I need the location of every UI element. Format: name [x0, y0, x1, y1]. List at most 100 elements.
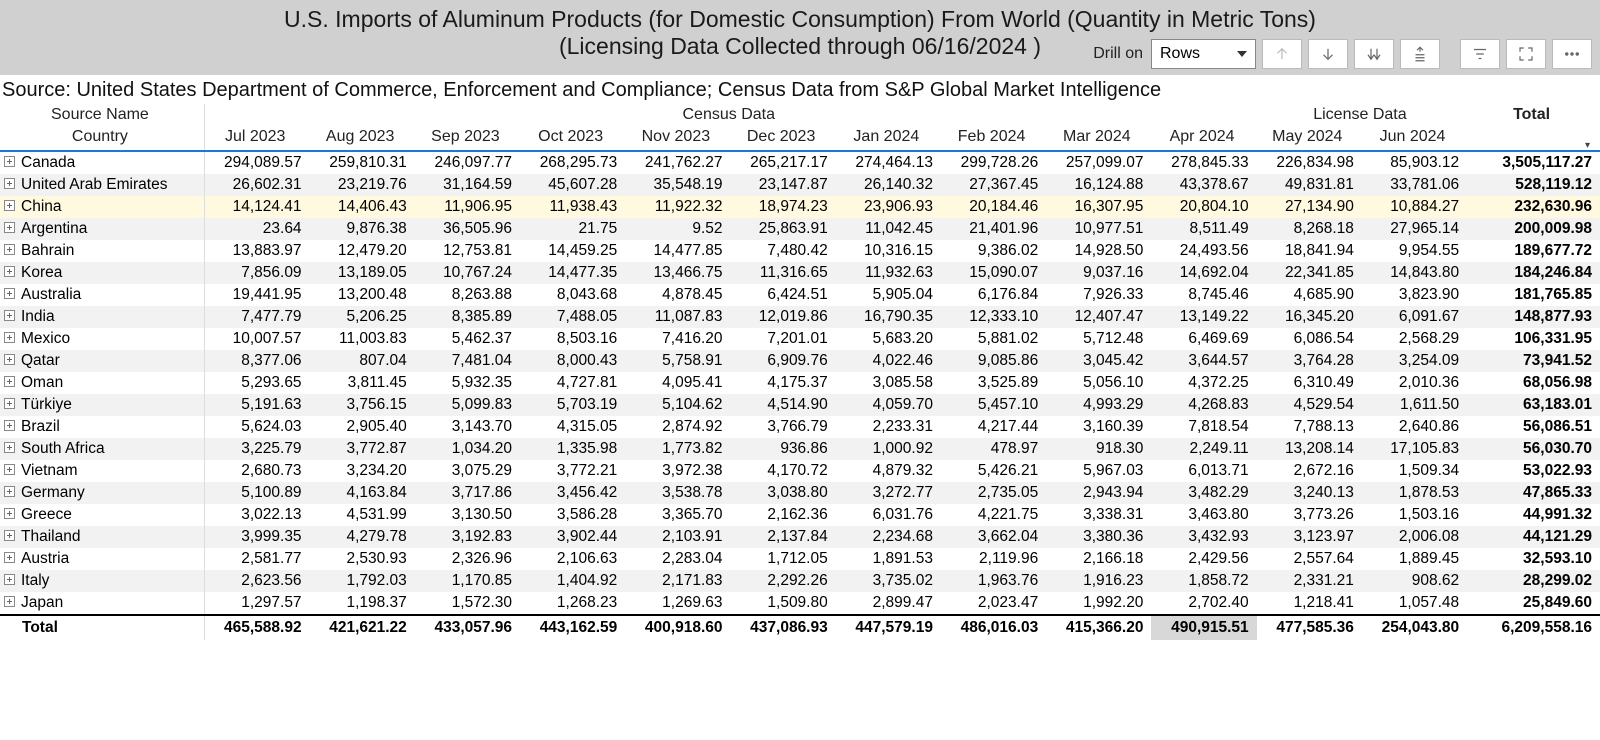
table-row[interactable]: Japan1,297.571,198.371,572.301,268.231,2… [0, 592, 1600, 615]
value-cell: 2,010.36 [1362, 372, 1467, 394]
country-cell[interactable]: Oman [0, 372, 204, 394]
expand-icon[interactable] [4, 332, 15, 343]
value-cell: 6,086.54 [1257, 328, 1362, 350]
header-month[interactable]: Mar 2024 [1046, 126, 1151, 151]
value-cell: 2,672.16 [1257, 460, 1362, 482]
expand-icon[interactable] [4, 288, 15, 299]
table-row[interactable]: Australia19,441.9513,200.488,263.888,043… [0, 284, 1600, 306]
country-cell[interactable]: India [0, 306, 204, 328]
drill-label: Drill on [1093, 45, 1143, 63]
expand-icon[interactable] [4, 178, 15, 189]
value-cell: 45,607.28 [520, 174, 625, 196]
header-month[interactable]: Apr 2024 [1151, 126, 1256, 151]
expand-icon[interactable] [4, 508, 15, 519]
table-row[interactable]: Italy2,623.561,792.031,170.851,404.922,1… [0, 570, 1600, 592]
expand-icon[interactable] [4, 486, 15, 497]
country-cell[interactable]: Türkiye [0, 394, 204, 416]
expand-icon[interactable] [4, 156, 15, 167]
header-month[interactable]: Aug 2023 [310, 126, 415, 151]
table-row[interactable]: Qatar8,377.06807.047,481.048,000.435,758… [0, 350, 1600, 372]
country-label: Thailand [21, 528, 80, 545]
expand-icon[interactable] [4, 552, 15, 563]
value-cell: 10,007.57 [204, 328, 309, 350]
expand-icon[interactable] [4, 398, 15, 409]
header-month[interactable]: Dec 2023 [731, 126, 836, 151]
table-row[interactable]: Brazil5,624.032,905.403,143.704,315.052,… [0, 416, 1600, 438]
expand-icon[interactable] [4, 222, 15, 233]
expand-icon[interactable] [4, 310, 15, 321]
expand-icon[interactable] [4, 442, 15, 453]
expand-next-level-button[interactable] [1354, 39, 1394, 69]
drill-up-button[interactable] [1262, 39, 1302, 69]
header-month[interactable]: Feb 2024 [941, 126, 1046, 151]
filter-button[interactable] [1460, 39, 1500, 69]
table-row[interactable]: Mexico10,007.5711,003.835,462.378,503.16… [0, 328, 1600, 350]
totals-value-cell: 465,588.92 [204, 615, 309, 640]
table-row[interactable]: Canada294,089.57259,810.31246,097.77268,… [0, 151, 1600, 174]
drill-select[interactable]: Rows [1151, 39, 1256, 69]
expand-icon[interactable] [4, 376, 15, 387]
value-cell: 5,683.20 [836, 328, 941, 350]
header-month[interactable]: Jun 2024 [1362, 126, 1467, 151]
expand-icon[interactable] [4, 596, 15, 607]
country-cell[interactable]: Mexico [0, 328, 204, 350]
table-row[interactable]: Vietnam2,680.733,234.203,075.293,772.213… [0, 460, 1600, 482]
header-month[interactable]: May 2024 [1257, 126, 1362, 151]
value-cell: 23.64 [204, 218, 309, 240]
expand-all-button[interactable] [1400, 39, 1440, 69]
header-month[interactable]: Jan 2024 [836, 126, 941, 151]
expand-icon[interactable] [4, 266, 15, 277]
country-cell[interactable]: Australia [0, 284, 204, 306]
country-cell[interactable]: Austria [0, 548, 204, 570]
expand-icon[interactable] [4, 574, 15, 585]
country-cell[interactable]: Japan [0, 592, 204, 615]
country-cell[interactable]: United Arab Emirates [0, 174, 204, 196]
table-row[interactable]: Korea7,856.0913,189.0510,767.2414,477.35… [0, 262, 1600, 284]
country-cell[interactable]: Greece [0, 504, 204, 526]
table-row[interactable]: Argentina23.649,876.3836,505.9621.759.52… [0, 218, 1600, 240]
header-month[interactable]: Nov 2023 [625, 126, 730, 151]
header-month[interactable]: Oct 2023 [520, 126, 625, 151]
country-cell[interactable]: Qatar [0, 350, 204, 372]
header-total[interactable]: Total [1467, 104, 1600, 126]
header-total-col[interactable] [1467, 126, 1600, 151]
row-total-cell: 25,849.60 [1467, 592, 1600, 615]
table-row[interactable]: India7,477.795,206.258,385.897,488.0511,… [0, 306, 1600, 328]
value-cell: 3,525.89 [941, 372, 1046, 394]
table-row[interactable]: Türkiye5,191.633,756.155,099.835,703.195… [0, 394, 1600, 416]
country-cell[interactable]: Brazil [0, 416, 204, 438]
table-row[interactable]: Germany5,100.894,163.843,717.863,456.423… [0, 482, 1600, 504]
value-cell: 7,477.79 [204, 306, 309, 328]
expand-icon[interactable] [4, 200, 15, 211]
totals-value-cell: 447,579.19 [836, 615, 941, 640]
table-row[interactable]: United Arab Emirates26,602.3123,219.7631… [0, 174, 1600, 196]
table-row[interactable]: Greece3,022.134,531.993,130.503,586.283,… [0, 504, 1600, 526]
table-row[interactable]: Oman5,293.653,811.455,932.354,727.814,09… [0, 372, 1600, 394]
table-row[interactable]: China14,124.4114,406.4311,906.9511,938.4… [0, 196, 1600, 218]
country-cell[interactable]: China [0, 196, 204, 218]
focus-mode-button[interactable] [1506, 39, 1546, 69]
country-cell[interactable]: Korea [0, 262, 204, 284]
country-cell[interactable]: Canada [0, 151, 204, 174]
value-cell: 2,171.83 [625, 570, 730, 592]
country-cell[interactable]: Argentina [0, 218, 204, 240]
country-cell[interactable]: Vietnam [0, 460, 204, 482]
country-cell[interactable]: Italy [0, 570, 204, 592]
header-month[interactable]: Sep 2023 [415, 126, 520, 151]
expand-icon[interactable] [4, 420, 15, 431]
table-row[interactable]: Bahrain13,883.9712,479.2012,753.8114,459… [0, 240, 1600, 262]
expand-icon[interactable] [4, 244, 15, 255]
table-row[interactable]: Thailand3,999.354,279.783,192.833,902.44… [0, 526, 1600, 548]
country-cell[interactable]: Germany [0, 482, 204, 504]
drill-down-button[interactable] [1308, 39, 1348, 69]
country-cell[interactable]: Bahrain [0, 240, 204, 262]
country-cell[interactable]: Thailand [0, 526, 204, 548]
expand-icon[interactable] [4, 530, 15, 541]
more-options-button[interactable] [1552, 39, 1592, 69]
expand-icon[interactable] [4, 464, 15, 475]
table-row[interactable]: Austria2,581.772,530.932,326.962,106.632… [0, 548, 1600, 570]
expand-icon[interactable] [4, 354, 15, 365]
table-row[interactable]: South Africa3,225.793,772.871,034.201,33… [0, 438, 1600, 460]
country-cell[interactable]: South Africa [0, 438, 204, 460]
header-month[interactable]: Jul 2023 [204, 126, 309, 151]
